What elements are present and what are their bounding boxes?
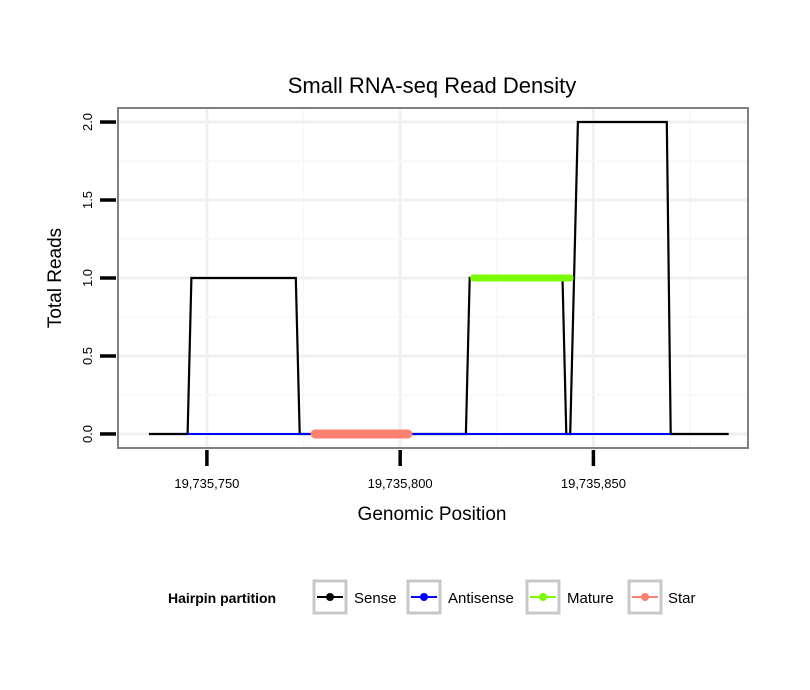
y-tick-label: 0.0 — [80, 425, 95, 443]
chart-title: Small RNA-seq Read Density — [288, 73, 577, 98]
legend-key-point — [420, 593, 428, 601]
x-tick-label: 19,735,750 — [174, 476, 239, 491]
legend-title: Hairpin partition — [168, 590, 276, 606]
legend-key-point — [641, 593, 649, 601]
y-tick-label: 2.0 — [80, 113, 95, 131]
x-axis: 19,735,750 19,735,800 19,735,850 — [174, 450, 626, 491]
series-lines — [148, 120, 729, 439]
x-axis-title: Genomic Position — [358, 504, 507, 525]
x-tick-label: 19,735,800 — [368, 476, 433, 491]
legend-label-antisense: Antisense — [448, 590, 514, 607]
legend-label-star: Star — [668, 590, 696, 607]
legend-label-mature: Mature — [567, 590, 614, 607]
legend-key-point — [539, 593, 547, 601]
y-axis-title: Total Reads — [45, 228, 66, 328]
y-axis: 0.0 0.5 1.0 1.5 2.0 — [80, 113, 116, 443]
legend-key-point — [326, 593, 334, 601]
x-tick-label: 19,735,850 — [561, 476, 626, 491]
y-tick-label: 1.5 — [80, 191, 95, 209]
plot-panel — [117, 107, 749, 449]
legend-label-sense: Sense — [354, 590, 397, 607]
y-tick-label: 1.0 — [80, 269, 95, 287]
y-tick-label: 0.5 — [80, 347, 95, 365]
legend: Hairpin partition Sense Antisense Mature St… — [168, 579, 696, 615]
